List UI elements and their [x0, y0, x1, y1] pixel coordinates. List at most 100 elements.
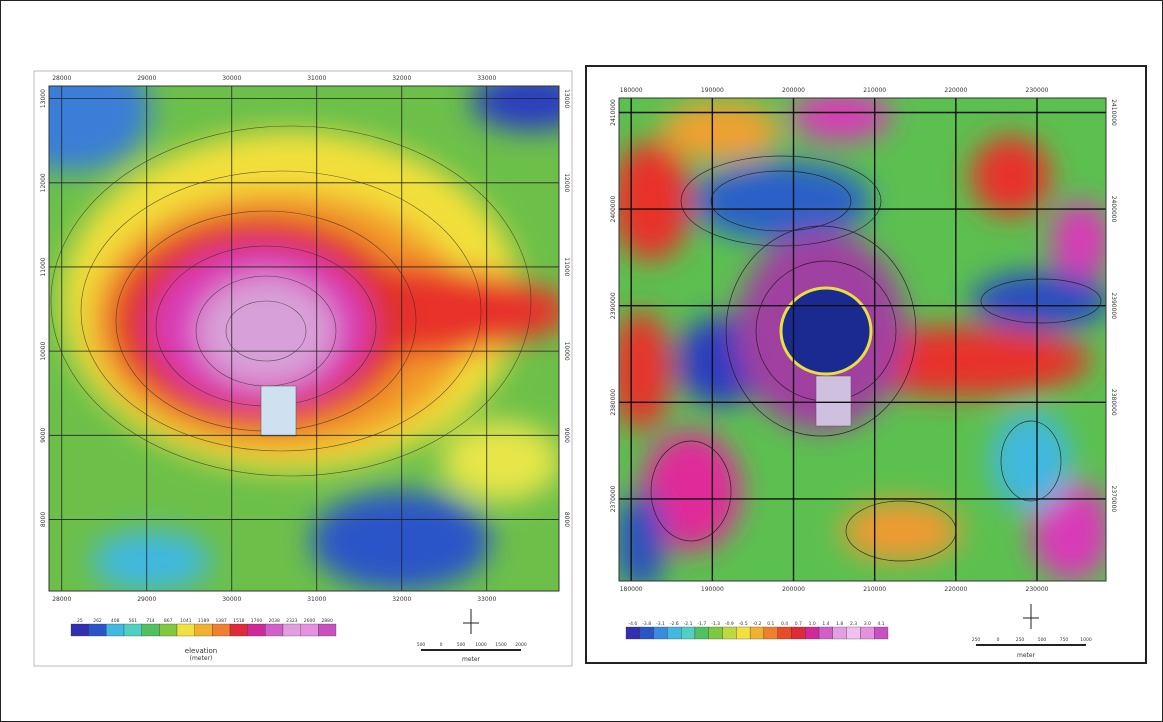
scale-unit: meter	[1017, 652, 1036, 659]
colorbar-label: 3.0	[864, 621, 871, 627]
y-tick-label: 2410000	[1110, 99, 1117, 126]
x-tick-label: 30000	[222, 75, 241, 82]
y-tick-label: 2370000	[1110, 486, 1117, 513]
scale-bar	[976, 644, 1086, 646]
y-tick-label: 2390000	[1110, 292, 1117, 319]
scale-label: 1000	[475, 642, 487, 648]
scale-label: 500	[457, 642, 466, 648]
x-tick-label: 210000	[863, 87, 886, 94]
colorbar-label: 1189	[198, 618, 210, 624]
colorbar-label: 1518	[233, 618, 245, 624]
colorbar-label: 0.7	[795, 621, 802, 627]
y-tick-label: 11000	[40, 257, 47, 276]
colorbar-label: 408	[111, 618, 120, 624]
colorbar-label: -0.9	[725, 621, 734, 627]
x-tick-label: 220000	[944, 87, 967, 94]
colorbar-label: -2.6	[670, 621, 679, 627]
scale-unit: meter	[462, 656, 481, 663]
colorbar-label: 867	[164, 618, 173, 624]
y-tick-label: 12000	[563, 173, 570, 192]
colorbar-swatch	[106, 624, 124, 636]
y-tick-label: 9000	[40, 427, 47, 442]
colorbar-label: 262	[93, 618, 102, 624]
scale-label: 250	[972, 637, 981, 643]
scale-label: 2000	[515, 642, 527, 648]
y-tick-label: 2390000	[610, 292, 617, 319]
colorbar-label: 1.4	[822, 621, 829, 627]
colorbar-swatch	[847, 627, 861, 639]
colorbar-swatch	[265, 624, 283, 636]
colorbar-swatch	[89, 624, 107, 636]
colorbar-swatch	[230, 624, 248, 636]
y-tick-label: 2410000	[610, 99, 617, 126]
x-tick-label: 230000	[1026, 87, 1049, 94]
scale-label: 0	[440, 642, 443, 648]
y-tick-label: 2380000	[1110, 389, 1117, 416]
colorbar-label: -1.3	[711, 621, 720, 627]
x-tick-label: 33000	[477, 596, 496, 603]
colorbar-label: -0.5	[739, 621, 748, 627]
colorbar-swatch	[640, 627, 654, 639]
y-tick-label: 2380000	[610, 389, 617, 416]
colorbar-label: 2600	[304, 618, 316, 624]
colorbar-label: -2.1	[684, 621, 693, 627]
y-tick-label: 8000	[40, 512, 47, 527]
colorbar-swatch	[212, 624, 230, 636]
colorbar-swatch	[764, 627, 778, 639]
y-tick-label: 8000	[563, 512, 570, 527]
colorbar-label: 4.1	[878, 621, 885, 627]
colorbar-swatch	[301, 624, 319, 636]
figure: elevation (meter) meter	[0, 0, 1163, 722]
colorbar-swatch	[805, 627, 819, 639]
colorbar-swatch	[709, 627, 723, 639]
colorbar-swatch	[318, 624, 336, 636]
colorbar-swatch	[142, 624, 160, 636]
y-tick-label: 10000	[563, 342, 570, 361]
colorbar-label: -3.1	[656, 621, 665, 627]
scale-label: 1000	[1080, 637, 1092, 643]
colorbar-label: 0.1	[767, 621, 774, 627]
colorbar-swatch	[695, 627, 709, 639]
scale-label: 250	[1016, 637, 1025, 643]
x-tick-label: 180000	[620, 586, 643, 593]
maps: elevation (meter) meter	[1, 1, 1162, 721]
scale-label: 0	[997, 637, 1000, 643]
colorbar-swatch	[736, 627, 750, 639]
y-tick-label: 2370000	[610, 485, 617, 512]
colorbar-swatch	[71, 624, 89, 636]
colorbar-swatch	[626, 627, 640, 639]
colorbar-swatch	[778, 627, 792, 639]
colorbar-title: elevation	[185, 647, 217, 655]
colorbar-swatch	[860, 627, 874, 639]
colorbar-swatch	[248, 624, 266, 636]
scale-label: 500	[1038, 637, 1047, 643]
y-tick-label: 10000	[40, 341, 47, 360]
colorbar-label: -3.8	[642, 621, 651, 627]
colorbar-label: 1.0	[809, 621, 816, 627]
x-tick-label: 190000	[701, 586, 724, 593]
colorbar-swatch	[159, 624, 177, 636]
x-tick-label: 190000	[701, 87, 724, 94]
x-tick-label: 200000	[782, 586, 805, 593]
y-tick-label: 2400000	[1110, 196, 1117, 223]
x-tick-label: 210000	[863, 586, 886, 593]
colorbar-swatch	[681, 627, 695, 639]
colorbar-swatch	[723, 627, 737, 639]
colorbar-swatch	[124, 624, 142, 636]
colorbar-swatch	[819, 627, 833, 639]
x-tick-label: 28000	[52, 75, 71, 82]
colorbar-swatch	[195, 624, 213, 636]
x-tick-label: 32000	[392, 596, 411, 603]
colorbar-label: 25	[77, 618, 83, 624]
x-tick-label: 32000	[392, 75, 411, 82]
x-tick-label: 28000	[52, 596, 71, 603]
x-tick-label: 230000	[1026, 586, 1049, 593]
scale-label: 500	[417, 642, 426, 648]
colorbar-label: 2880	[321, 618, 333, 624]
scale-label: 750	[1060, 637, 1069, 643]
colorbar-label: -1.7	[697, 621, 706, 627]
y-tick-label: 12000	[40, 173, 47, 192]
colorbar-label: 0.4	[781, 621, 788, 627]
x-tick-label: 220000	[944, 586, 967, 593]
colorbar-label: 2323	[286, 618, 298, 624]
